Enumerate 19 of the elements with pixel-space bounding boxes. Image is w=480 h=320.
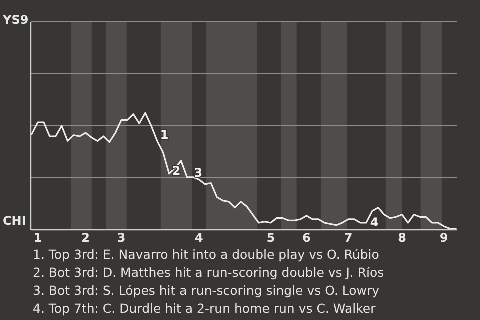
annotation: 2 [172, 164, 181, 178]
text: YS9 [2, 13, 29, 27]
annotation: 3 [194, 166, 203, 180]
text: CHI [3, 214, 26, 228]
x-tick-label: 7 [344, 231, 353, 245]
text: 1. Top 3rd: E. Navarro hit into a double play vs O. Rúbio [33, 247, 380, 262]
x-tick-label: 1 [34, 231, 42, 245]
annotation: 1 [160, 128, 169, 142]
x-tick-label: 4 [195, 231, 204, 245]
x-tick-label: 8 [398, 231, 406, 245]
x-tick-label: 3 [117, 231, 126, 245]
x-tick-label: 5 [266, 231, 276, 245]
x-tick-label: 9 [440, 231, 448, 245]
annotation: 4 [370, 215, 379, 230]
x-tick-label: 2 [82, 231, 90, 245]
text: 4. Top 7th: C. Durdle hit a 2-run home run vs C. Walker [33, 301, 377, 316]
text: 2. Bot 3rd: D. Matthes hit a run-scoring double vs J. Ríos [33, 265, 384, 280]
text: 3. Bot 3rd: S. Lópes hit a run-scoring single vs O. Lowry [33, 283, 380, 298]
x-tick-label: 6 [302, 231, 311, 245]
